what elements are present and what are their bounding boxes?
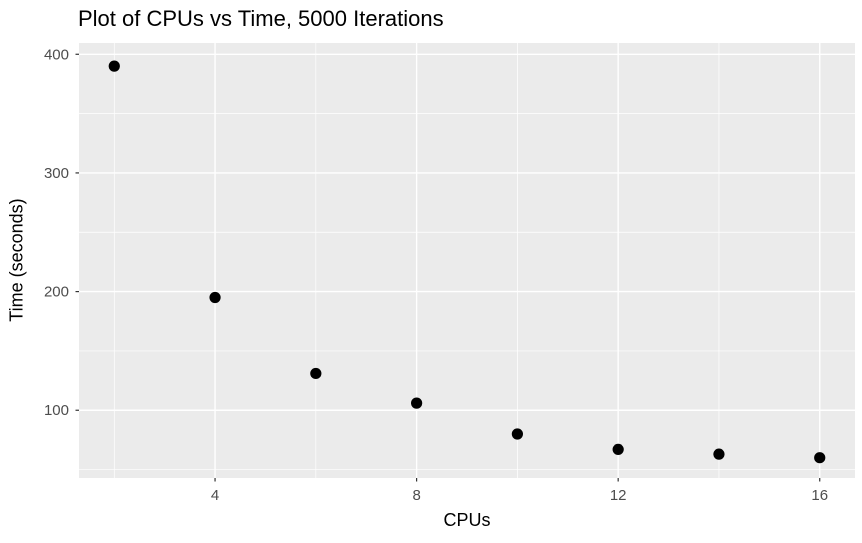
x-tick-label: 4 <box>211 487 219 504</box>
data-point <box>713 448 725 460</box>
data-point <box>209 291 221 304</box>
x-tick-label: 16 <box>811 487 828 504</box>
x-tick-label: 12 <box>610 487 627 504</box>
data-point <box>108 60 120 72</box>
y-axis-title: Time (seconds) <box>6 198 27 322</box>
y-tick-label: 200 <box>44 284 69 301</box>
y-tick-label: 400 <box>44 46 69 63</box>
chart-title: Plot of CPUs vs Time, 5000 Iterations <box>78 6 444 31</box>
data-point <box>511 428 523 440</box>
data-point <box>814 452 826 464</box>
data-point <box>310 367 322 380</box>
panel-background <box>79 43 855 478</box>
data-point <box>411 397 423 409</box>
x-axis-title: CPUs <box>443 510 491 530</box>
y-tick-label: 300 <box>44 165 69 182</box>
x-tick-label: 8 <box>412 487 420 504</box>
y-tick-label: 100 <box>44 402 69 419</box>
data-point <box>612 443 624 456</box>
